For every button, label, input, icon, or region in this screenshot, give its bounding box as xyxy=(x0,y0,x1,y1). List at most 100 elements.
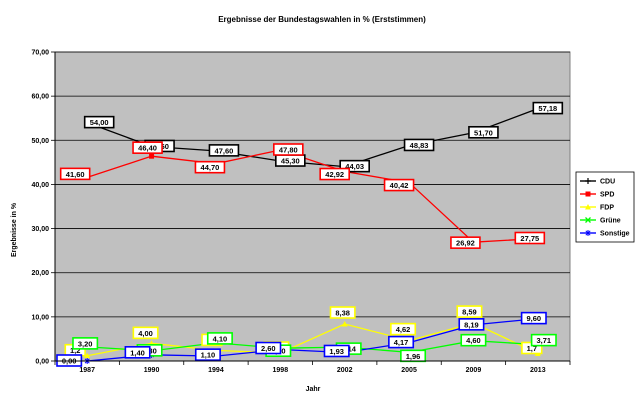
data-label-text: 47,60 xyxy=(215,146,234,155)
y-axis-label: Ergebnisse in % xyxy=(11,202,18,257)
data-label-text: 1,96 xyxy=(406,352,421,361)
data-label-box xyxy=(329,306,356,319)
data-label-text: 8,38 xyxy=(335,309,350,318)
data-label-box xyxy=(208,144,240,157)
data-label: 44,03 xyxy=(339,159,370,173)
data-label-text: 48,83 xyxy=(410,141,429,150)
legend-label: CDU xyxy=(600,179,615,186)
x-tick-label: 1987 xyxy=(79,367,95,374)
data-label-box xyxy=(458,318,485,331)
legend-item-grüne: Grüne xyxy=(580,217,621,225)
data-label-box xyxy=(132,141,163,154)
legend: CDU SPD FDP Grüne Sonstige xyxy=(575,171,635,243)
data-label-text: 42,92 xyxy=(325,170,344,179)
data-label-text: 1,10 xyxy=(201,351,216,360)
y-tick-label: 60,00 xyxy=(31,94,49,101)
data-label-text: 26,92 xyxy=(456,239,475,248)
data-label-box xyxy=(255,341,282,355)
data-label: 8,59 xyxy=(456,305,483,318)
data-label: 4,60 xyxy=(460,333,487,347)
data-label: 8,19 xyxy=(458,318,485,331)
data-label: 26,92 xyxy=(450,236,481,249)
data-label-text: 3,71 xyxy=(537,336,552,345)
plot-area xyxy=(54,51,571,362)
legend-marker xyxy=(585,178,591,184)
data-label: 1,10 xyxy=(194,348,221,361)
data-label-text: 46,40 xyxy=(138,144,157,153)
data-label-text: 1,7 xyxy=(527,344,537,353)
data-label-text: 8,19 xyxy=(464,320,479,329)
data-label-text: 9,60 xyxy=(527,314,542,323)
y-tick-label: 0,00 xyxy=(35,359,49,366)
data-label-box xyxy=(520,311,547,325)
x-tick-label: 1994 xyxy=(208,367,224,374)
data-label-text: 4,10 xyxy=(213,334,228,343)
legend-marker xyxy=(585,191,591,197)
legend-label: Grüne xyxy=(600,218,621,225)
data-label-text: 3,20 xyxy=(78,339,93,348)
data-label-text: 4,17 xyxy=(394,338,409,347)
data-label: 1,40 xyxy=(124,346,151,359)
y-tick-label: 40,00 xyxy=(31,182,49,189)
legend-item-spd: SPD xyxy=(580,191,614,199)
data-label: 51,70 xyxy=(468,125,499,139)
data-label-box xyxy=(450,236,481,249)
data-label: 4,62 xyxy=(390,322,417,336)
x-tick-label: 2013 xyxy=(530,367,546,374)
data-label-box xyxy=(530,333,557,347)
x-axis-label: Jahr xyxy=(306,386,321,393)
data-label: 47,60 xyxy=(208,144,240,157)
data-label-box xyxy=(532,101,564,115)
legend-marker xyxy=(585,230,591,236)
y-tick-label: 70,00 xyxy=(31,50,49,57)
data-label: 1,96 xyxy=(400,349,427,363)
data-label-box xyxy=(403,138,435,152)
data-label-text: 8,59 xyxy=(462,308,477,317)
data-label-text: 1,93 xyxy=(329,347,344,356)
x-tick-label: 1998 xyxy=(273,367,289,374)
data-label-box xyxy=(323,344,350,358)
data-label-box xyxy=(390,322,417,336)
data-label: 57,18 xyxy=(532,101,564,115)
data-label-text: 4,60 xyxy=(466,336,481,345)
chart-title: Ergebnisse der Bundestagswahlen in % (Er… xyxy=(218,15,426,24)
data-label-box xyxy=(72,337,99,350)
data-label: 48,83 xyxy=(403,138,435,152)
data-label-box xyxy=(206,332,233,345)
data-label: 9,60 xyxy=(520,311,547,325)
data-label-text: 4,00 xyxy=(138,329,153,338)
legend-item-sonstige: Sonstige xyxy=(580,230,630,238)
data-label: 3,20 xyxy=(72,337,99,350)
x-tick-label: 2009 xyxy=(466,367,482,374)
data-label-box xyxy=(456,305,483,318)
data-label-box xyxy=(132,326,159,340)
data-label-text: 1,40 xyxy=(130,348,145,357)
data-label: 8,38 xyxy=(329,306,356,319)
data-label-text: 47,80 xyxy=(279,145,298,154)
data-label-text: 40,42 xyxy=(390,181,409,190)
data-label-box xyxy=(194,160,226,174)
data-label-text: 41,60 xyxy=(66,170,85,179)
data-label: 54,00 xyxy=(83,115,115,129)
data-label-text: 57,18 xyxy=(538,104,557,113)
data-label: 4,17 xyxy=(388,335,415,349)
data-label: 2,60 xyxy=(255,341,282,355)
data-label: 42,92 xyxy=(319,167,350,181)
data-label: 44,70 xyxy=(194,160,226,174)
data-label: 45,30 xyxy=(275,154,306,167)
data-label-box xyxy=(59,167,91,181)
legend-label: SPD xyxy=(600,192,614,199)
data-label-text: 4,62 xyxy=(396,325,411,334)
data-point xyxy=(149,153,155,159)
data-label-box xyxy=(468,125,499,139)
data-label-box xyxy=(83,115,115,129)
data-label-box xyxy=(319,167,350,181)
data-label-text: 54,00 xyxy=(90,118,109,127)
data-label: 40,42 xyxy=(383,178,415,192)
data-label-text: 45,30 xyxy=(281,157,300,166)
y-tick-label: 30,00 xyxy=(31,226,49,233)
legend-marker xyxy=(585,217,591,223)
data-label-text: 2,60 xyxy=(261,344,276,353)
legend-marker xyxy=(585,204,591,210)
